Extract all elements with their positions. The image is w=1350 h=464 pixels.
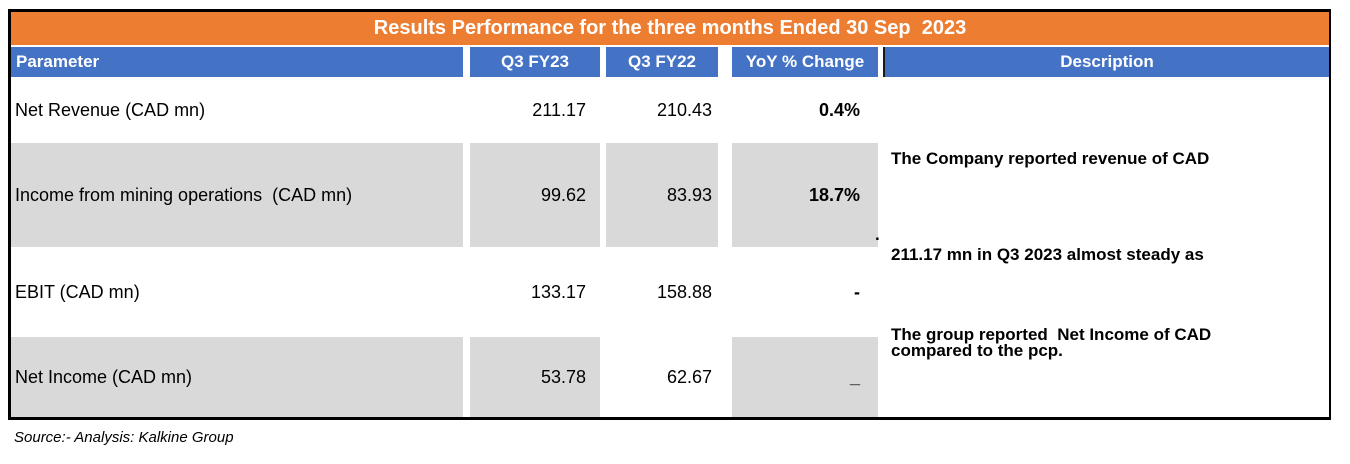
cell-ebit-yoy: - (732, 247, 878, 337)
cell-net-revenue-q3fy23: 211.17 (470, 77, 600, 143)
description-line: The group reported Net Income of CAD (891, 325, 1212, 344)
cell-net-revenue-q3fy22: 210.43 (606, 77, 718, 143)
description-line: 53.78 mn in Q3 FY23 as compared to the N… (891, 415, 1325, 417)
cell-net-income-q3fy23: 53.78 (470, 337, 600, 417)
cell-ebit-parameter: EBIT (CAD mn) (11, 247, 463, 337)
cell-mining-income-q3fy22: 83.93 (606, 143, 718, 247)
cell-net-revenue-yoy: 0.4% (732, 77, 878, 143)
column-header-description: Description (883, 47, 1329, 77)
description-revenue: The Company reported revenue of CAD 211.… (883, 79, 1329, 417)
cell-mining-income-q3fy23: 99.62 (470, 143, 600, 247)
cell-ebit-q3fy22: 158.88 (606, 247, 718, 337)
column-header-q3fy22: Q3 FY22 (606, 47, 718, 77)
description-line: compared to the pcp. (891, 341, 1063, 360)
description-line: The Company reported revenue of CAD (891, 149, 1210, 168)
cell-net-revenue-parameter: Net Revenue (CAD mn) (11, 77, 463, 143)
stray-period-mark: . (875, 225, 880, 244)
source-attribution: Source:- Analysis: Kalkine Group (14, 429, 234, 446)
results-grid: Parameter Q3 FY23 Q3 FY22 YoY % Change D… (11, 47, 1329, 417)
description-column: The Company reported revenue of CAD 211.… (883, 77, 1329, 417)
table-title: Results Performance for the three months… (11, 12, 1329, 45)
cell-mining-income-yoy: 18.7% (732, 143, 878, 247)
column-header-yoy-change: YoY % Change (732, 47, 878, 77)
cell-net-income-parameter: Net Income (CAD mn) (11, 337, 463, 417)
cell-mining-income-parameter: Income from mining operations (CAD mn) (11, 143, 463, 247)
description-line: 211.17 mn in Q3 2023 almost steady as (891, 245, 1204, 264)
cell-net-income-yoy: _ (732, 337, 878, 417)
description-net-income: The group reported Net Income of CAD 53.… (883, 255, 1329, 417)
cell-ebit-q3fy23: 133.17 (470, 247, 600, 337)
column-header-parameter: Parameter (11, 47, 463, 77)
cell-net-income-q3fy22: 62.67 (606, 337, 718, 417)
results-table: Results Performance for the three months… (8, 9, 1331, 420)
column-header-q3fy23: Q3 FY23 (470, 47, 600, 77)
